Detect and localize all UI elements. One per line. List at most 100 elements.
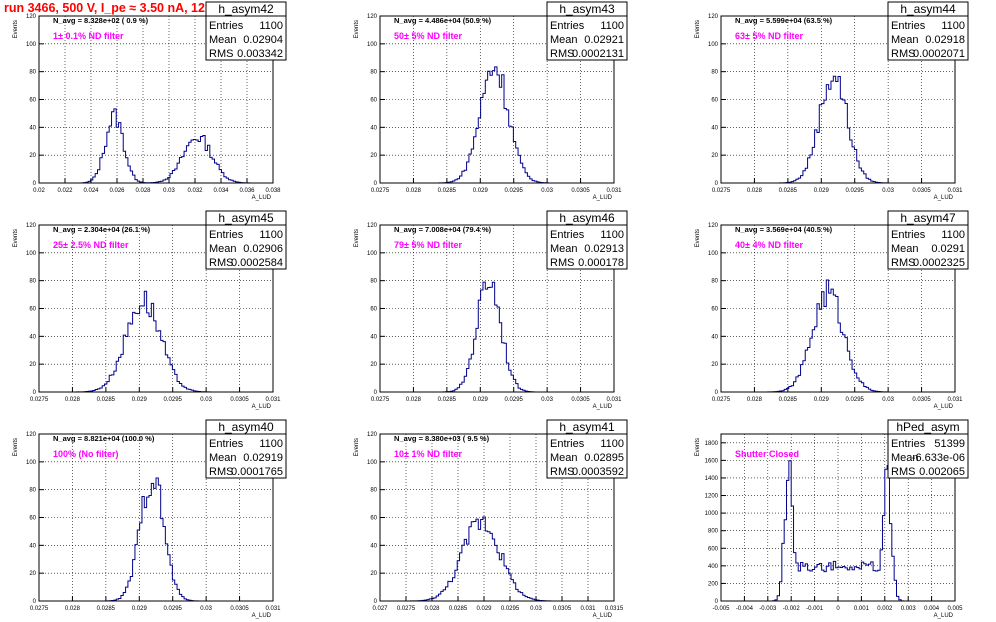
y-axis-label: Events — [13, 20, 19, 38]
histogram-panel-hPed_asym: -0.005 -0.004 -0.003 -0.002 -0.001 0 0.001 0.00… — [695, 419, 969, 619]
y-tick-label: 0 — [374, 599, 378, 605]
x-tick-label: 0 — [836, 606, 840, 612]
histogram-panel-h_asym40: 0.0275 0.028 0.0285 0.029 0.0295 0.03 0.0305 0.… — [13, 419, 287, 619]
x-axis-label: A_LUD — [934, 613, 954, 619]
x-tick-label: -0.002 — [783, 606, 801, 612]
stat-value: 0.02921 — [584, 34, 624, 46]
x-axis-label: A_LUD — [593, 613, 613, 619]
y-tick-label: 100 — [708, 251, 719, 257]
y-tick-label: 40 — [29, 334, 36, 340]
histogram-panel-h_asym42: 0.02 0.022 0.024 0.026 0.028 0.03 0.032 0.034 0.… — [13, 1, 287, 201]
x-tick-label: 0.029 — [476, 606, 492, 612]
x-tick-label: 0.0305 — [230, 397, 249, 403]
x-tick-label: 0.03 — [530, 606, 542, 612]
y-tick-label: 20 — [29, 571, 36, 577]
stat-box-title: h_asym46 — [559, 211, 615, 225]
stat-label: Entries — [891, 20, 926, 32]
filter-label: 40± 4% ND filter — [735, 240, 803, 250]
stat-label: Entries — [550, 229, 585, 241]
x-tick-label: 0.0305 — [571, 397, 590, 403]
x-tick-label: 0.03 — [882, 397, 894, 403]
y-tick-label: 1600 — [705, 458, 719, 464]
stat-label: Mean — [209, 452, 237, 464]
stat-label: Entries — [550, 438, 585, 450]
x-tick-label: 0.0285 — [438, 188, 457, 194]
y-axis-label: Events — [13, 438, 19, 456]
stat-value: 0.002065 — [919, 466, 965, 478]
y-tick-label: 400 — [708, 564, 719, 570]
stat-label: RMS — [550, 257, 574, 269]
x-tick-label: 0.029 — [132, 606, 148, 612]
filter-label: 63± 5% ND filter — [735, 31, 803, 41]
stat-box — [546, 1, 628, 61]
x-tick-label: 0.028 — [135, 188, 151, 194]
y-tick-label: 60 — [370, 98, 377, 104]
histogram-line — [721, 279, 955, 393]
x-tick-label: 0.029 — [814, 188, 830, 194]
y-tick-label: 100 — [367, 42, 378, 48]
stat-label: RMS — [209, 257, 233, 269]
x-tick-label: 0.0305 — [230, 606, 249, 612]
stat-label: Entries — [550, 20, 585, 32]
stat-value: 1100 — [259, 229, 283, 241]
histogram-panel-h_asym45: 0.0275 0.028 0.0285 0.029 0.0295 0.03 0.0305 0.… — [13, 210, 287, 410]
x-tick-label: 0.0275 — [371, 397, 390, 403]
stat-value: -6.633e-06 — [912, 452, 965, 464]
stat-box — [205, 419, 287, 479]
x-tick-label: 0.028 — [747, 397, 763, 403]
y-tick-label: 800 — [708, 529, 719, 535]
stat-label: Mean — [891, 452, 919, 464]
x-tick-label: 0.031 — [265, 397, 281, 403]
y-tick-label: 1000 — [705, 511, 719, 517]
y-tick-label: 20 — [29, 153, 36, 159]
stat-box — [205, 1, 287, 61]
y-tick-label: 100 — [367, 460, 378, 466]
filter-label: Shutter Closed — [735, 449, 799, 459]
x-tick-label: 0.024 — [83, 188, 99, 194]
y-tick-label: 80 — [370, 488, 377, 494]
stat-value: 0.0002584 — [231, 257, 283, 269]
y-tick-label: 80 — [29, 279, 36, 285]
y-axis-label: Events — [354, 229, 360, 247]
y-tick-label: 120 — [708, 223, 719, 229]
y-tick-label: 120 — [708, 14, 719, 20]
stat-value: 0.02904 — [243, 34, 283, 46]
navg-label: N_avg = 4.486e+04 (50.9 %) — [394, 16, 492, 25]
x-tick-label: 0.028 — [424, 606, 440, 612]
histogram-panel-h_asym41: 0.027 0.0275 0.028 0.0285 0.029 0.0295 0.03 0.0… — [354, 419, 628, 619]
y-tick-label: 40 — [370, 125, 377, 131]
y-tick-label: 60 — [29, 516, 36, 522]
y-tick-label: 0 — [715, 599, 719, 605]
x-tick-label: 0.034 — [213, 188, 229, 194]
navg-label: N_avg = 2.304e+04 (26.1 %) — [53, 225, 151, 234]
y-tick-label: 40 — [711, 125, 718, 131]
x-tick-label: 0.031 — [606, 188, 622, 194]
stat-label: RMS — [891, 257, 915, 269]
histogram-panel-h_asym44: 0.0275 0.028 0.0285 0.029 0.0295 0.03 0.0305 0.… — [695, 1, 969, 201]
y-tick-label: 20 — [711, 153, 718, 159]
x-tick-label: 0.0305 — [912, 188, 931, 194]
x-tick-label: 0.0295 — [501, 606, 520, 612]
x-tick-label: 0.0285 — [779, 188, 798, 194]
y-tick-label: 80 — [711, 279, 718, 285]
stat-label: Entries — [209, 229, 244, 241]
x-tick-label: -0.004 — [736, 606, 754, 612]
stat-box — [887, 1, 969, 61]
x-tick-label: 0.032 — [187, 188, 203, 194]
stat-label: Mean — [209, 34, 237, 46]
y-tick-label: 60 — [711, 307, 718, 313]
y-tick-label: 100 — [26, 42, 37, 48]
y-axis-label: Events — [354, 20, 360, 38]
navg-label: N_avg = 5.599e+04 (63.5 %) — [735, 16, 833, 25]
x-tick-label: 0.038 — [265, 188, 281, 194]
y-tick-label: 200 — [708, 581, 719, 587]
histogram-line — [380, 281, 614, 393]
x-tick-label: 0.0285 — [97, 606, 116, 612]
y-tick-label: 600 — [708, 546, 719, 552]
stat-value: 0.0003592 — [572, 466, 624, 478]
x-tick-label: 0.0295 — [846, 397, 865, 403]
x-tick-label: 0.002 — [877, 606, 893, 612]
y-tick-label: 120 — [367, 432, 378, 438]
y-tick-label: 60 — [370, 516, 377, 522]
stat-label: RMS — [550, 48, 574, 60]
